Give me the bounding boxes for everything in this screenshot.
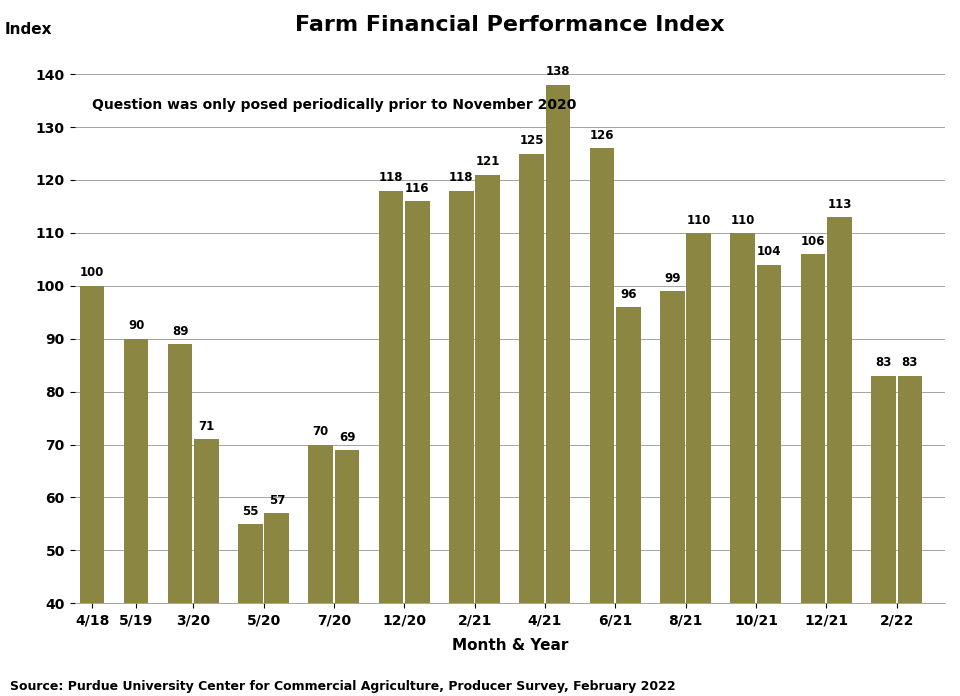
Bar [379,191,403,696]
Text: 113: 113 [828,198,852,211]
Bar [168,344,192,696]
Bar [335,450,359,696]
Text: 125: 125 [519,134,544,147]
Text: 96: 96 [620,287,636,301]
Text: 110: 110 [731,214,755,226]
Text: 116: 116 [405,182,430,195]
Text: 100: 100 [80,267,105,280]
Bar [194,439,219,696]
Text: Source: Purdue University Center for Commercial Agriculture, Producer Survey, Fe: Source: Purdue University Center for Com… [10,679,675,693]
Text: 83: 83 [876,356,892,370]
Text: 121: 121 [475,155,500,168]
Bar [731,233,756,696]
Bar [405,201,430,696]
X-axis label: Month & Year: Month & Year [451,638,568,653]
Text: 126: 126 [589,129,614,142]
Text: 55: 55 [242,505,258,518]
Bar [660,291,684,696]
Bar [756,264,781,696]
Bar [449,191,473,696]
Text: 118: 118 [379,171,403,184]
Text: 70: 70 [313,425,329,438]
Bar [801,254,826,696]
Text: 71: 71 [199,420,214,433]
Bar [80,286,105,696]
Bar [475,175,500,696]
Text: Index: Index [5,22,53,37]
Text: 69: 69 [339,431,355,443]
Text: 99: 99 [664,271,681,285]
Text: 83: 83 [901,356,918,370]
Bar [264,514,289,696]
Bar [828,217,852,696]
Bar [616,307,640,696]
Text: 118: 118 [449,171,473,184]
Text: 106: 106 [801,235,826,248]
Text: 110: 110 [686,214,711,226]
Bar [124,339,149,696]
Bar [546,85,570,696]
Bar [238,524,263,696]
Bar [589,148,614,696]
Bar [686,233,711,696]
Title: Farm Financial Performance Index: Farm Financial Performance Index [295,15,725,35]
Text: 104: 104 [756,245,781,258]
Text: Question was only posed periodically prior to November 2020: Question was only posed periodically pri… [92,97,576,111]
Text: 89: 89 [172,324,188,338]
Bar [871,376,896,696]
Bar [519,154,544,696]
Text: 90: 90 [128,319,144,333]
Text: 138: 138 [546,65,570,79]
Bar [308,445,333,696]
Bar [898,376,923,696]
Text: 57: 57 [269,494,285,507]
